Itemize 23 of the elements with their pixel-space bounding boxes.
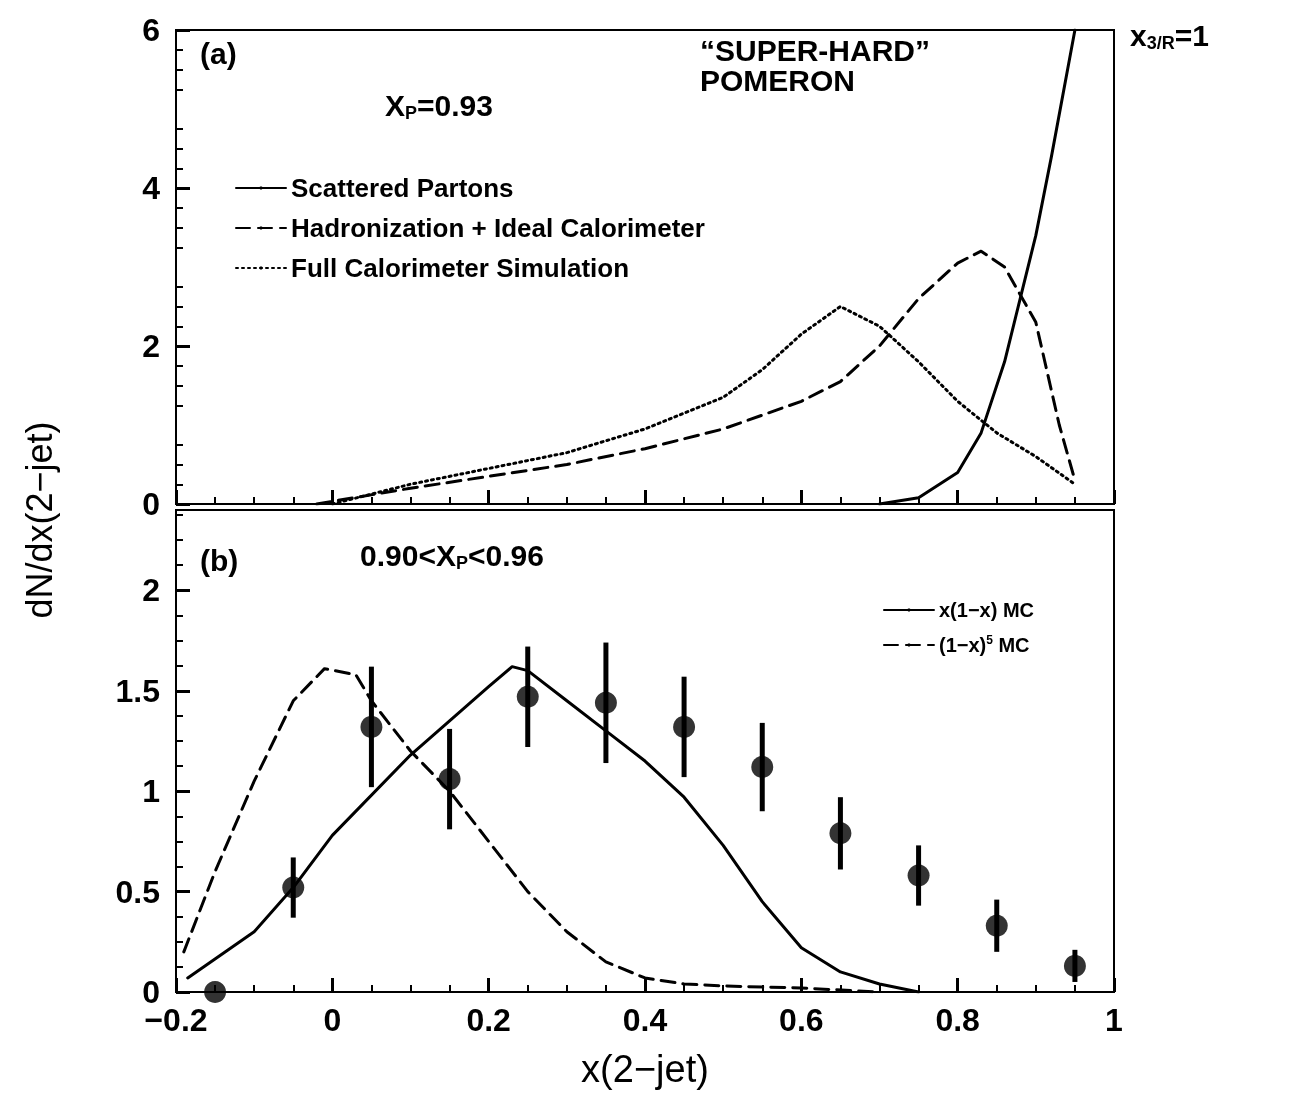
annotation: (b): [200, 543, 239, 577]
legend-label: Scattered Partons: [291, 173, 514, 203]
x-tick-label: 0.2: [466, 1002, 511, 1038]
y-tick-label: 2: [142, 572, 160, 609]
legend-label: Hadronization + Ideal Calorimeter: [291, 213, 705, 243]
annotation: “SUPER-HARD” POMERON: [700, 33, 939, 97]
x-tick-label: 0: [323, 1002, 342, 1038]
y-tick-label: 2: [142, 328, 160, 364]
y-tick-label: 1: [142, 773, 160, 810]
legend-label: Full Calorimeter Simulation: [291, 253, 630, 283]
annotation: (a): [200, 36, 237, 70]
y-tick-label: 0.5: [115, 873, 160, 910]
y-axis-title: dN/dx(2−jet): [19, 420, 60, 621]
y-tick-label: 0: [142, 486, 160, 522]
x-axis-title: x(2−jet): [581, 1048, 709, 1090]
x-tick-label: 0.6: [779, 1002, 824, 1038]
y-tick-label: 1.5: [115, 672, 160, 709]
x-tick-label: 0.8: [935, 1002, 980, 1038]
y-tick-label: 4: [142, 170, 161, 206]
y-tick-label: 6: [142, 12, 160, 48]
legend-label: x(1−x) MC: [938, 599, 1034, 621]
x-tick-label: 0.4: [622, 1002, 668, 1038]
x-tick-label: 1: [1105, 1002, 1123, 1038]
